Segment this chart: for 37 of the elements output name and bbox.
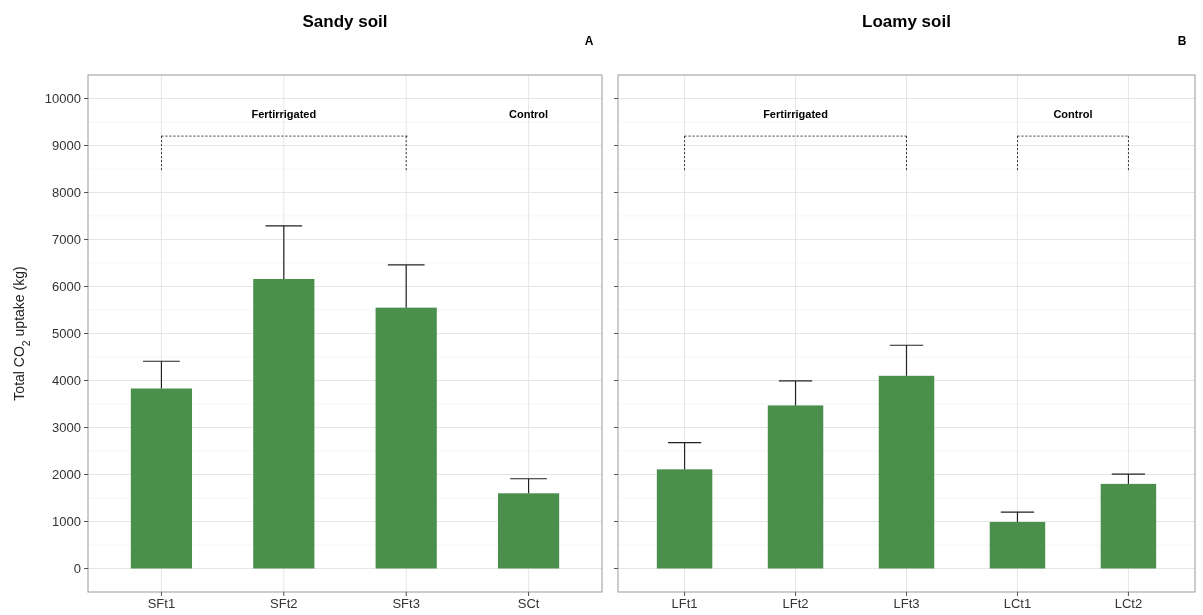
y-tick-label: 3000 [52,420,81,436]
text: A [584,34,594,48]
x-tick-label: SFt3 [392,596,420,611]
text: B [1177,34,1187,48]
annotation: Fertirrigated [763,108,828,121]
chart-title: Sandy soil [302,12,388,31]
y-tick-label: 10000 [44,91,81,107]
bar [497,493,560,569]
chart-title: Loamy soil [862,12,951,31]
x-tick-label: LFt3 [893,596,920,611]
x-tick-label: LFt1 [671,596,698,611]
y-tick-label: 8000 [52,185,81,201]
bar [767,405,824,569]
annotation: Control [1053,108,1093,121]
y-tick-label: 2000 [52,467,81,483]
y-tick-label: 5000 [52,326,81,342]
x-tick-label: SFt2 [270,596,298,611]
x-tick-label: SFt1 [147,596,176,611]
bar [375,307,437,569]
y-tick-label: 7000 [52,232,81,248]
bar [656,469,713,569]
annotation: Fertirrigated [251,108,317,121]
y-tick-label: 0 [73,561,81,577]
y-tick-label: 4000 [52,373,81,389]
x-tick-label: SCt [517,596,540,611]
y-tick-label: 1000 [52,514,81,530]
annotation: Control [509,108,549,121]
bar [989,521,1046,569]
bar [1100,483,1157,569]
x-tick-label: LFt2 [782,596,809,611]
x-tick-label: LCt1 [1003,596,1032,611]
x-tick-label: LCt2 [1114,596,1143,611]
bar [130,388,193,569]
bar [253,278,315,569]
bar [878,375,935,569]
y-tick-label: 9000 [52,138,81,154]
y-tick-label: 6000 [52,279,81,295]
